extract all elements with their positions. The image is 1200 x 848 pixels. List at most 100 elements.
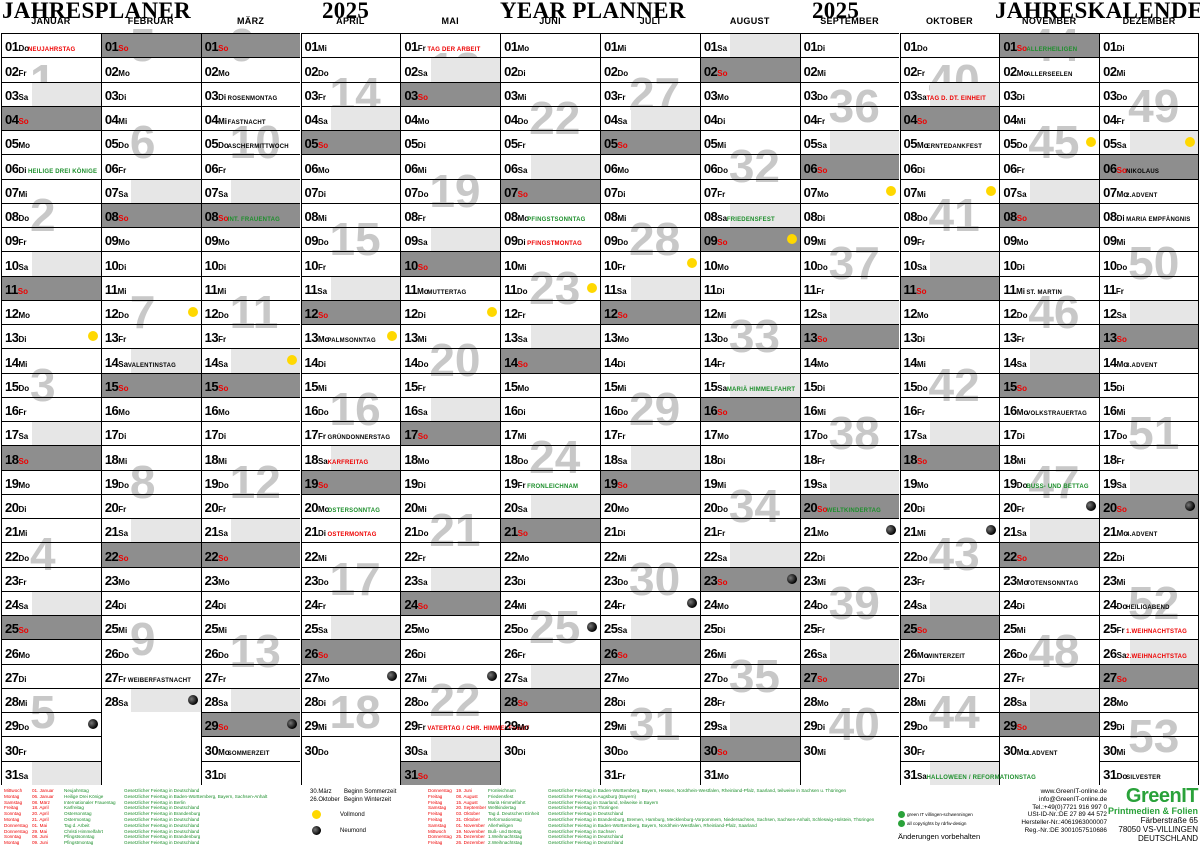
new-moon-icon (686, 597, 697, 608)
day-cell: 10Mi (501, 251, 600, 275)
weekday-label: Do (1116, 771, 1128, 781)
day-cell: 23Do (301, 566, 401, 591)
day-number: 29Do (903, 718, 928, 734)
day-cell: 30Mo SOMMERZEIT (201, 736, 301, 760)
day-cell: 29Di (800, 712, 900, 736)
day-cell: 20Di (2, 493, 101, 518)
day-cell: 28Mo (800, 687, 900, 712)
weekend-shade (700, 567, 800, 591)
weekday-label: So (118, 44, 129, 54)
holiday-label: KARFREITAG (327, 459, 369, 466)
day-cell: 11Mi (201, 275, 301, 300)
full-moon-icon (686, 258, 697, 269)
weekday-label: So (916, 117, 928, 127)
week-number: 29 (629, 382, 681, 435)
weekend-shade (730, 543, 800, 567)
weekday-label: Mi (817, 68, 827, 78)
day-cell: 29Do (900, 712, 1000, 736)
weekday-label: Mo (118, 577, 130, 587)
weekday-label: Di (817, 214, 826, 224)
weekday-label: Di (617, 189, 626, 199)
weekend-shade (1129, 640, 1198, 664)
weekday-label: Do (118, 311, 129, 321)
day-number: 07Di (604, 184, 626, 200)
day-cell: 29Do (2, 712, 101, 736)
day-cell: 21Mi (2, 518, 101, 542)
day-number: 27Mo (304, 669, 330, 685)
day-number: 24Mo (703, 597, 729, 613)
weekday-label: Mo (317, 505, 330, 515)
week-number: 2 (30, 188, 56, 241)
day-number: 20Di (903, 500, 925, 516)
footer-weekday: Freitag (428, 799, 443, 805)
day-cell: 20Di (900, 493, 1000, 518)
day-cell: 22Fr (401, 542, 501, 566)
footer-region: Gesetzlicher Feiertag im Saarland, teilw… (548, 799, 659, 805)
weekday-label: Do (717, 335, 728, 345)
day-number: 14Mi (903, 354, 926, 370)
footer-holiday: 1.Weihnachtstag (488, 834, 523, 840)
weekday-label: Mo (218, 238, 230, 248)
day-number: 06Fr (1003, 160, 1025, 176)
day-cell: 19Fr FRONLEICHNAM (501, 469, 600, 494)
day-number: 11Mo (404, 281, 429, 297)
day-cell: 05Do (1000, 130, 1100, 154)
day-number: 22So (104, 548, 129, 564)
brand-subtitle: Printmedien & Folien (1108, 806, 1199, 816)
footer-holiday-row: Donnerstag 19. Juni Fronleichnam Gesetzlich… (428, 788, 874, 794)
day-number: 12Sa (1103, 306, 1127, 322)
weekday-label: So (617, 480, 628, 490)
footer-region: Gesetzlicher Feiertag in Brandenburg, Br… (548, 816, 875, 822)
weekend-shade (700, 397, 800, 422)
day-number: 18So (5, 451, 29, 467)
weekday-label: So (617, 311, 628, 321)
weekend-shade (301, 470, 401, 494)
day-cell: 05Mo ERNTEDANKFEST (900, 130, 1000, 154)
day-number: 14Sa (104, 354, 129, 370)
weekday-label: Di (18, 335, 27, 345)
weekday-label: Sa (517, 505, 528, 515)
weekday-label: Sa (517, 165, 528, 175)
day-number: 21Mo (1103, 524, 1129, 540)
day-number: 31Fr (604, 766, 626, 782)
day-cell: 17Do (800, 421, 900, 445)
day-cell: 23Mi (1100, 566, 1198, 591)
day-number: 21Di (304, 524, 326, 540)
day-number: 23Do (604, 572, 629, 588)
weekday-label: So (517, 359, 528, 369)
day-number: 20Mo (304, 500, 330, 516)
weekday-label: Sa (717, 214, 728, 224)
day-number: 11Fr (1103, 281, 1124, 297)
weekday-label: So (118, 383, 129, 393)
day-cell: 26Mi (700, 639, 800, 663)
day-cell: 11Mi (101, 275, 201, 300)
weekday-label: Di (916, 165, 925, 175)
weekday-label: So (617, 650, 628, 660)
day-cell: 24Sa (2, 590, 101, 616)
day-cell: 16Di (501, 396, 600, 421)
day-cell: 20Sa (501, 493, 600, 519)
weekday-label: Mo (517, 214, 530, 224)
day-cell: 26Mo WINTERZEIT (900, 639, 1000, 663)
weekday-label: Do (1116, 92, 1128, 102)
day-number: 12Do (104, 306, 129, 322)
day-number: 08So (204, 209, 229, 225)
weekday-label: Di (617, 699, 626, 709)
day-number: 18So (903, 451, 928, 467)
day-cell: 31Di (201, 760, 301, 785)
day-cell: 25Fr 1.WEIHNACHTSTAG (1100, 615, 1198, 639)
weekday-label: Mi (217, 286, 227, 296)
day-cell: 08Sa FRIEDENSFEST (700, 202, 800, 228)
day-number: 26So (604, 645, 628, 661)
day-cell: 14Di (601, 348, 700, 372)
month-name: SEPTEMBER (820, 16, 879, 26)
day-number: 12So (604, 306, 628, 322)
day-cell: 16Mi (800, 396, 900, 421)
holiday-label: OSTERMONTAG (327, 532, 377, 539)
day-number: 21Sa (1003, 524, 1027, 540)
day-number: 06Fr (104, 160, 127, 176)
day-number: 19Mi (703, 475, 727, 491)
day-number: 10Fr (604, 257, 626, 273)
week-number: 17 (329, 552, 381, 605)
